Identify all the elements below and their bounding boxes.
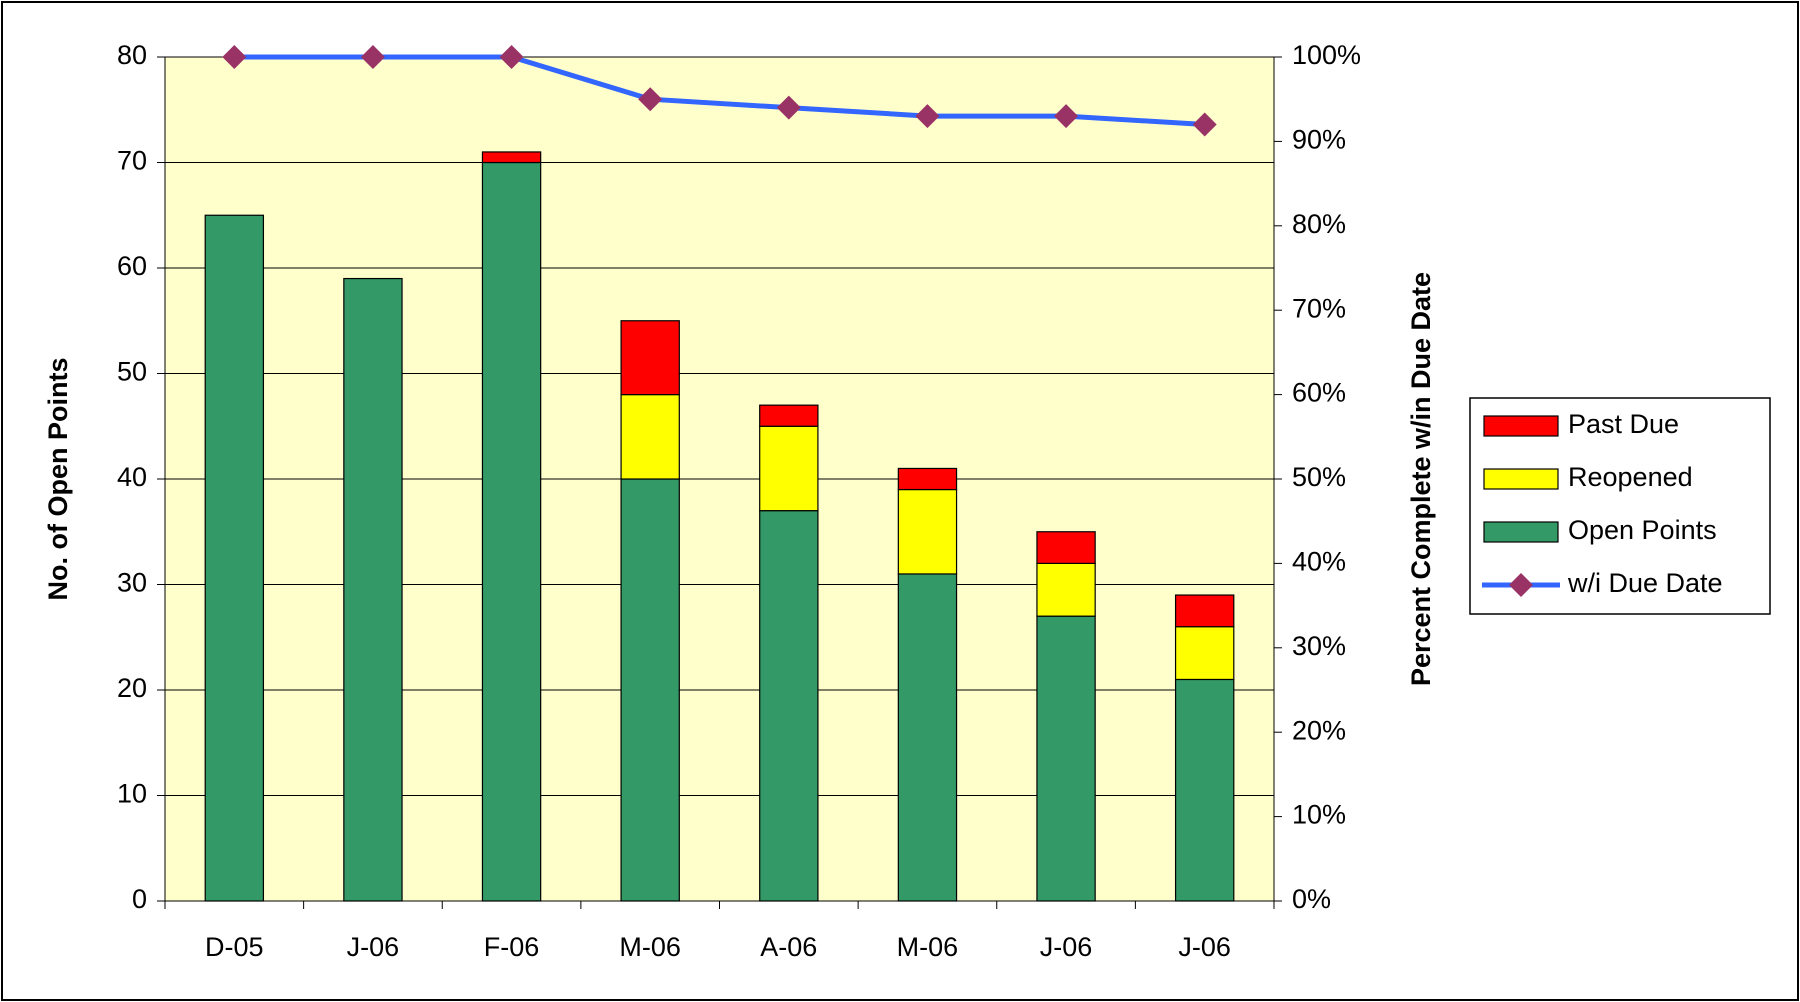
y2-tick-label: 30% (1292, 631, 1346, 661)
y-tick-label: 70 (117, 146, 147, 176)
line-marker (499, 45, 524, 69)
x-tick-label: D-05 (205, 932, 264, 962)
line-marker (776, 95, 801, 120)
bar-segment (204, 214, 265, 902)
y2-tick-label: 40% (1292, 547, 1346, 577)
line-marker (222, 45, 247, 69)
bar-segment (343, 277, 403, 902)
line-marker (638, 87, 663, 112)
y2-tick-label: 50% (1292, 462, 1346, 492)
bar-segment (620, 478, 680, 902)
x-tick-label: M-06 (897, 932, 959, 962)
bar-segment (481, 151, 542, 164)
bar-segment (897, 488, 958, 575)
y2-axis-title: Percent Complete w/in Due Date (1406, 272, 1436, 686)
bar-segment (1036, 615, 1096, 902)
bar-segment (759, 404, 819, 427)
line-marker (1054, 104, 1079, 129)
y-tick-label: 40 (117, 462, 147, 492)
y2-tick-label: 90% (1292, 125, 1346, 155)
bar-segment (481, 161, 542, 902)
legend-label: Past Due (1568, 409, 1679, 439)
x-tick-label: F-06 (484, 932, 540, 962)
x-tick-label: J-06 (1178, 932, 1231, 962)
y2-tick-label: 70% (1292, 293, 1346, 323)
line-marker (915, 104, 940, 129)
legend-label: w/i Due Date (1567, 568, 1723, 598)
bar-segment (620, 394, 680, 480)
y2-tick-label: 100% (1292, 40, 1361, 70)
bar-segment (620, 320, 680, 396)
line-marker (1192, 112, 1217, 137)
bar-segment (1174, 594, 1235, 628)
legend-label: Open Points (1568, 515, 1717, 545)
y-tick-label: 30 (117, 568, 147, 598)
line-marker (360, 45, 385, 69)
x-tick-label: J-06 (347, 932, 400, 962)
bar-segment (1036, 531, 1096, 564)
y-tick-label: 20 (117, 673, 147, 703)
legend-swatch (1483, 415, 1559, 437)
x-tick-label: M-06 (619, 932, 681, 962)
y-tick-label: 50 (117, 357, 147, 387)
y-tick-label: 80 (117, 40, 147, 70)
y-tick-label: 60 (117, 251, 147, 281)
legend-marker (1509, 573, 1533, 597)
legend-label: Reopened (1568, 462, 1693, 492)
bar-segment (759, 510, 819, 902)
y-axis-title: No. of Open Points (43, 358, 73, 601)
y2-tick-label: 20% (1292, 715, 1346, 745)
bar-segment (1174, 678, 1235, 902)
bar-segment (1036, 562, 1096, 617)
y2-tick-label: 60% (1292, 378, 1346, 408)
y2-tick-label: 80% (1292, 209, 1346, 239)
line-series (234, 54, 1205, 128)
y2-tick-label: 10% (1292, 800, 1346, 830)
x-tick-label: A-06 (760, 932, 817, 962)
y2-tick-label: 0% (1292, 884, 1331, 914)
bar-segment (759, 425, 819, 512)
bar-segment (1174, 626, 1235, 681)
legend-swatch (1483, 468, 1559, 490)
y-tick-label: 10 (117, 779, 147, 809)
bar-segment (897, 573, 958, 902)
bar-segment (897, 467, 958, 491)
legend-swatch (1483, 521, 1559, 543)
x-tick-label: J-06 (1040, 932, 1093, 962)
y-tick-label: 0 (132, 884, 147, 914)
